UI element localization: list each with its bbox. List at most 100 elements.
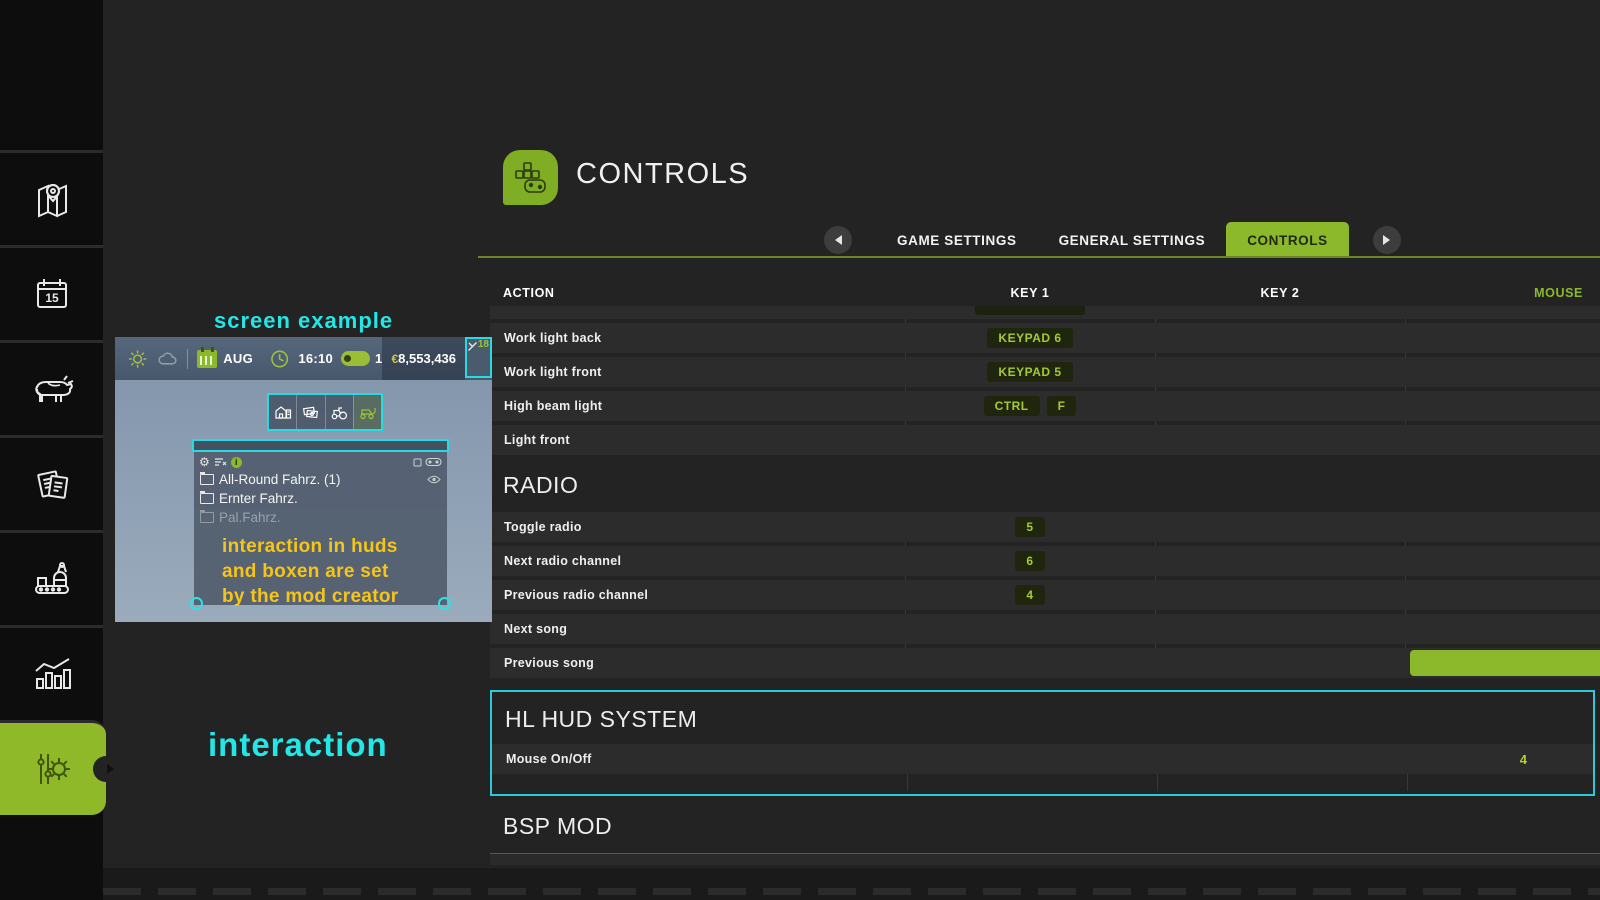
table-row[interactable]: Previous radio channel 4 [490, 580, 1600, 610]
partial-row [490, 853, 1600, 865]
key1-cell: KEYPAD 6 [905, 323, 1155, 353]
page-title: CONTROLS [576, 158, 750, 190]
rows-group [490, 853, 1600, 865]
documents-icon [29, 461, 75, 507]
gamepad-icon [425, 457, 442, 467]
key2-cell [1155, 357, 1405, 387]
resize-handle-bottom-left [190, 597, 203, 610]
key-button[interactable]: 6 [1015, 551, 1045, 571]
topbar-divider [187, 348, 189, 369]
key-button[interactable]: 4 [1015, 585, 1045, 605]
key2-cell [1155, 580, 1405, 610]
table-row[interactable]: High beam light CTRL F [490, 391, 1600, 421]
hud-counter: 1 [374, 351, 383, 366]
production-icon [28, 556, 76, 602]
tab-game-settings[interactable]: GAME SETTINGS [897, 232, 1017, 248]
key1-cell: KEYPAD 5 [905, 357, 1155, 387]
table-row[interactable]: Previous song [490, 648, 1600, 678]
screen-example-image: AUG 16:10 1 €8,553,436 18 [115, 337, 492, 622]
key-square-icon [413, 458, 422, 466]
next-tab-button[interactable] [1372, 226, 1401, 254]
currency-symbol: € [391, 352, 399, 366]
cloud-icon [158, 351, 177, 365]
key2-cell [1155, 614, 1405, 644]
tabs-list: GAME SETTINGS GENERAL SETTINGS CONTROLS [876, 222, 1349, 258]
key1-cell [905, 614, 1155, 644]
key-button[interactable]: CTRL [983, 396, 1040, 416]
resize-handle-bottom-right [438, 597, 451, 610]
key-button[interactable]: KEYPAD 5 [987, 362, 1073, 382]
table-row[interactable]: Mouse On/Off 4 [492, 744, 1593, 774]
partial-key-button [975, 306, 1085, 315]
tab-underline [478, 256, 1600, 258]
farm-buildings-icon [269, 395, 296, 429]
info-icon: i [230, 456, 242, 468]
key1-cell: CTRL F [905, 391, 1155, 421]
key1-cell: 5 [905, 512, 1155, 542]
sidebar-item-statistics[interactable] [0, 625, 103, 720]
finances-icon [296, 395, 324, 429]
annotation-hud-note: interaction in huds and boxen are set by t… [222, 534, 447, 609]
table-body: Work light back KEYPAD 6 Work light front K… [490, 306, 1600, 865]
cow-icon [28, 366, 76, 412]
active-item-arrow-icon [107, 764, 114, 774]
mouse-cell [1405, 512, 1600, 542]
key-button[interactable]: KEYPAD 6 [987, 328, 1073, 348]
sidebar-item-settings[interactable] [0, 720, 119, 815]
sidebar-item-map[interactable] [0, 150, 103, 245]
gear-icon: ⚙ [199, 455, 210, 469]
tractor-icon [324, 395, 353, 429]
table-row[interactable]: Next radio channel 6 [490, 546, 1600, 576]
bottom-dashes [103, 888, 1600, 895]
sidebar-item-production[interactable] [0, 530, 103, 625]
rows-group: Toggle radio 5 Next radio channel 6 Previous… [490, 512, 1600, 678]
table-row[interactable]: Next song [490, 614, 1600, 644]
sidebar-item-animals[interactable] [0, 340, 103, 435]
mouse-cell: 4 [1407, 744, 1593, 774]
rows-group: Work light back KEYPAD 6 Work light front K… [490, 306, 1600, 455]
mouse-cell [1405, 580, 1600, 610]
key-button[interactable]: F [1046, 396, 1077, 416]
mouse-cell [1405, 391, 1600, 421]
calendar-icon: 15 [29, 271, 75, 317]
hud-panel-titlebar-highlight [192, 439, 449, 452]
tab-general-settings[interactable]: GENERAL SETTINGS [1058, 232, 1206, 248]
annotation-interaction: interaction [208, 726, 388, 763]
active-notch [93, 756, 119, 782]
eye-icon [427, 475, 441, 484]
mouse-cell [1405, 614, 1600, 644]
column-header-key1: KEY 1 [1010, 286, 1050, 300]
key2-cell [1157, 744, 1407, 774]
key2-cell [1155, 425, 1405, 455]
vehicle-label: All-Round Fahrz. (1) [219, 472, 341, 487]
key-button[interactable]: 5 [1015, 517, 1045, 537]
key1-cell [905, 425, 1155, 455]
sidebar-spacer [0, 0, 103, 150]
sidebar-item-calendar[interactable]: 15 [0, 245, 103, 340]
sun-icon [128, 349, 147, 368]
prev-tab-button[interactable] [824, 226, 852, 254]
table-row[interactable]: Work light front KEYPAD 5 [490, 357, 1600, 387]
table-row[interactable]: Light front [490, 425, 1600, 455]
table-row[interactable]: Work light back KEYPAD 6 [490, 323, 1600, 353]
tab-controls[interactable]: CONTROLS [1226, 222, 1349, 258]
vehicle-label: Ernter Fahrz. [219, 491, 298, 506]
column-header-key2: KEY 2 [1260, 286, 1300, 300]
filter-list-icon [214, 458, 227, 466]
hud-corner-highlight-box: 18 [465, 337, 492, 378]
mouse-binding-selected[interactable] [1410, 650, 1600, 676]
key2-cell [1155, 648, 1405, 678]
action-label: Toggle radio [504, 520, 582, 534]
vehicle-list-item: Pal.Fahrz. [194, 508, 447, 527]
section-title: HL HUD SYSTEM [505, 706, 698, 732]
settings-icon [29, 746, 77, 792]
table-row[interactable]: Toggle radio 5 [490, 512, 1600, 542]
sidebar-item-contracts[interactable] [0, 435, 103, 530]
clock-icon [271, 350, 289, 367]
key2-cell [1155, 323, 1405, 353]
hud-calendar-icon [197, 346, 218, 368]
mouse-cell [1405, 323, 1600, 353]
money-amount: 8,553,436 [398, 351, 457, 366]
rows-group: Mouse On/Off 4 [492, 744, 1593, 791]
